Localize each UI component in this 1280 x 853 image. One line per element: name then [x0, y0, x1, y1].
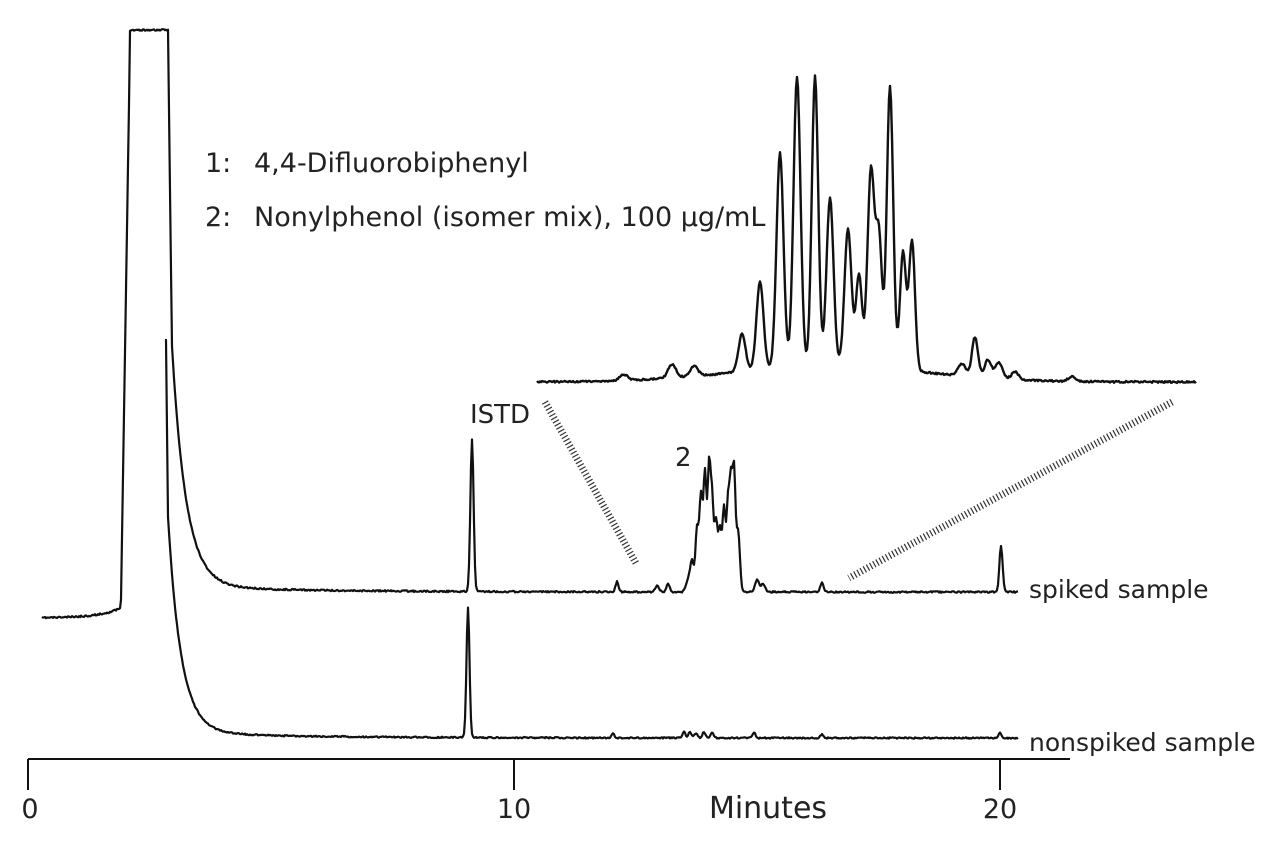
legend-item-1-number: 1: [205, 148, 231, 179]
x-tick-label-10: 10 [497, 794, 531, 825]
series-label-nonspiked: nonspiked sample [1029, 728, 1256, 757]
peak-label-istd: ISTD [470, 400, 530, 430]
spiked-sample-trace [41, 28, 1019, 620]
x-tick-label-20: 20 [983, 794, 1017, 825]
x-axis-title: Minutes [709, 791, 827, 826]
inset-connector-left [541, 400, 641, 567]
inset-trace [536, 74, 1197, 385]
series-label-spiked: spiked sample [1029, 575, 1209, 604]
inset-connector-right [847, 398, 1174, 582]
x-axis-ticks: 0 10 20 [21, 759, 1017, 825]
legend-item-2-number: 2: [205, 202, 231, 233]
peak-label-2: 2 [675, 443, 692, 473]
nonspiked-sample-trace [164, 338, 1019, 740]
x-tick-label-0: 0 [21, 794, 38, 825]
legend-item-1-text: 4,4-Difluorobiphenyl [254, 148, 529, 179]
legend-item-2-text: Nonylphenol (isomer mix), 100 µg/mL [254, 202, 765, 233]
